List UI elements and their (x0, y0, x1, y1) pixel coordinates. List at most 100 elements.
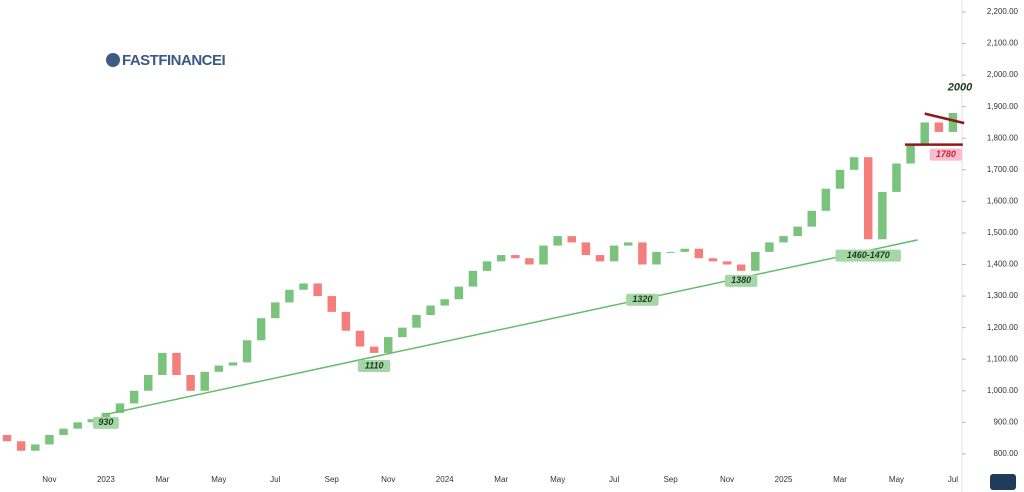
candle-body (341, 311, 351, 331)
annotation-box (357, 360, 391, 373)
candle-body (454, 286, 464, 300)
candle-body (16, 441, 26, 451)
y-tick-label: 2,100.00 (987, 39, 1019, 48)
brand-logo: FASTFINANCEI (106, 52, 226, 69)
annotation-box (835, 249, 901, 262)
x-tick-label: 2023 (97, 475, 115, 484)
x-tick-label: Nov (42, 475, 56, 484)
x-tick-label: Mar (155, 475, 169, 484)
candle-body (101, 412, 111, 420)
candle-body (539, 245, 548, 265)
y-tick-label: 1,300.00 (987, 291, 1019, 300)
annotation-label: 1780 (936, 149, 956, 159)
candle-body (525, 258, 534, 265)
annotation-label: 1110 (365, 360, 384, 370)
x-tick-label: Jul (270, 475, 280, 484)
candle-body (172, 352, 181, 375)
x-tick-label: May (211, 475, 226, 484)
annotation-label: 1460-1470 (847, 250, 890, 260)
candle-body (751, 251, 760, 271)
x-tick-label: Mar (494, 475, 508, 484)
annotation-box (626, 293, 659, 306)
y-tick-label: 1,200.00 (987, 323, 1019, 332)
brand-text: FASTFINANCEI (122, 52, 226, 69)
candle-body (708, 258, 718, 262)
candle-body (496, 255, 506, 262)
annotation-box (929, 148, 963, 161)
candle-body (285, 289, 294, 303)
candle-body (906, 144, 915, 164)
candle-body (115, 403, 125, 413)
candle-body (369, 346, 379, 353)
candle-body (835, 169, 845, 189)
candle-body (722, 261, 732, 265)
trend-line (105, 239, 918, 416)
candle-body (200, 371, 209, 391)
candle-body (398, 327, 407, 338)
x-tick-label: 2024 (436, 475, 454, 484)
candle-body (694, 248, 704, 259)
candle-body (666, 251, 675, 253)
candle-body (948, 113, 958, 132)
candle-body (299, 283, 308, 290)
candle-body (567, 236, 576, 243)
candle-body (129, 390, 139, 404)
y-tick-label: 1,000.00 (987, 386, 1019, 395)
x-tick-label: May (889, 475, 904, 484)
annotation-box (92, 416, 119, 429)
x-tick-label: Nov (381, 475, 395, 484)
annotation-label: 2000 (947, 82, 973, 94)
candle-body (313, 283, 322, 297)
candle-body (581, 242, 591, 256)
x-tick-label: Nov (720, 475, 734, 484)
y-tick-label: 1,100.00 (987, 354, 1019, 363)
tv-logo (990, 474, 1016, 490)
candle-body (327, 296, 336, 312)
candle-body (553, 236, 562, 246)
candle-body (214, 365, 224, 372)
candle-body (482, 261, 492, 271)
candle-body (624, 242, 633, 246)
candle-body (680, 248, 689, 252)
y-tick-label: 1,700.00 (987, 165, 1019, 174)
candle-body (186, 374, 195, 391)
brand-icon (106, 53, 120, 67)
candle-body (426, 305, 435, 316)
candle-body (2, 434, 12, 442)
x-tick-label: Sep (663, 475, 678, 484)
y-tick-label: 800.00 (994, 449, 1019, 458)
candle-body (87, 419, 96, 423)
candle-body (878, 191, 887, 240)
annotation-box (724, 274, 758, 287)
candle-body (355, 330, 365, 347)
candle-body (31, 444, 40, 451)
candle-body (849, 157, 859, 170)
candle-body (609, 245, 619, 262)
candle-body (652, 251, 661, 265)
candle-body (638, 242, 647, 265)
candle-body (412, 315, 421, 328)
candle-body (468, 270, 478, 287)
candle-body (384, 337, 393, 353)
y-tick-label: 2,200.00 (987, 7, 1019, 16)
candle-body (821, 188, 831, 211)
candle-body (158, 352, 167, 375)
x-tick-label: Sep (325, 475, 340, 484)
candle-body (256, 318, 266, 341)
annotation-label: 1380 (731, 275, 751, 285)
x-tick-label: 2025 (775, 475, 793, 484)
candle-body (271, 302, 280, 319)
x-tick-label: Jul (609, 475, 619, 484)
x-tick-label: Jul (948, 475, 958, 484)
candle-body (242, 340, 252, 363)
y-tick-label: 1,800.00 (987, 133, 1019, 142)
x-tick-label: Mar (833, 475, 847, 484)
y-tick-label: 1,500.00 (987, 228, 1019, 237)
x-tick-label: May (550, 475, 565, 484)
y-tick-label: 1,600.00 (987, 196, 1019, 205)
candle-body (793, 226, 802, 237)
candle-body (934, 122, 944, 132)
